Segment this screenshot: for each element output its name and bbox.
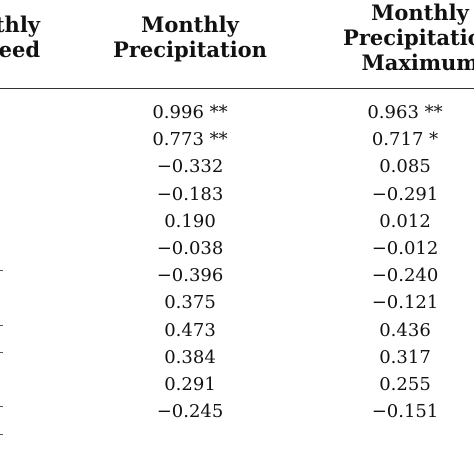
cell-monthly-precipitation-maximum: 0.255 <box>379 373 431 395</box>
cell-monthly-precipitation: 0.190 <box>164 210 216 232</box>
cell-monthly-precipitation: −0.332 <box>156 156 224 178</box>
header-line: nthly <box>0 12 40 37</box>
table-row: 0.190 0.012 <box>0 208 474 235</box>
table-row: −0.038 −0.012 <box>0 235 474 262</box>
cell-monthly-precipitation-maximum: 0.717 * <box>371 129 439 151</box>
header-monthly-precipitation: Monthly Precipitation <box>105 12 275 62</box>
table-body: 0.996 ** 0.963 ** 0.773 ** 0.717 * −0.332 0.0… <box>0 99 474 425</box>
cropped-mark <box>0 406 3 407</box>
cell-monthly-precipitation: 0.384 <box>164 346 216 368</box>
header-line: Monthly <box>141 12 239 37</box>
cell-monthly-precipitation: 0.473 <box>164 319 216 341</box>
cell-monthly-precipitation-maximum: −0.121 <box>371 292 439 314</box>
table-row: −0.245 −0.151 <box>0 398 474 425</box>
cell-monthly-precipitation-maximum: −0.151 <box>371 401 439 423</box>
cell-monthly-precipitation: 0.773 ** <box>152 129 228 151</box>
cell-monthly-precipitation: −0.245 <box>156 401 224 423</box>
table-row: 0.773 ** 0.717 * <box>0 126 474 153</box>
table-row: −0.332 0.085 <box>0 153 474 180</box>
cropped-mark <box>0 270 3 271</box>
table-row: −0.183 −0.291 <box>0 181 474 208</box>
header-monthly-wind-speed: nthly eed <box>0 12 40 62</box>
cell-monthly-precipitation-maximum: 0.963 ** <box>367 102 443 123</box>
table-row: 0.996 ** 0.963 ** <box>0 99 474 126</box>
header-monthly-precipitation-maximum: Monthly Precipitation Maximum <box>330 0 474 75</box>
table-row: −0.396 −0.240 <box>0 262 474 289</box>
cropped-mark <box>0 325 3 326</box>
table-row: 0.473 0.436 <box>0 317 474 344</box>
table-row: 0.291 0.255 <box>0 371 474 398</box>
cell-monthly-precipitation-maximum: 0.317 <box>379 346 431 368</box>
cropped-mark <box>0 352 3 353</box>
header-line: Monthly <box>371 0 469 25</box>
cell-monthly-precipitation: −0.183 <box>156 183 224 205</box>
cell-monthly-precipitation-maximum: −0.240 <box>371 265 439 287</box>
cell-monthly-precipitation: −0.396 <box>156 265 224 287</box>
cropped-mark <box>0 434 3 435</box>
cell-monthly-precipitation-maximum: −0.012 <box>371 237 439 259</box>
header-line: eed <box>0 37 40 62</box>
table-row: 0.375 −0.121 <box>0 289 474 316</box>
cell-monthly-precipitation-maximum: −0.291 <box>371 183 439 205</box>
cell-monthly-precipitation: 0.375 <box>164 292 216 314</box>
cell-monthly-precipitation-maximum: 0.085 <box>379 156 431 178</box>
cell-monthly-precipitation: 0.291 <box>164 373 216 395</box>
cell-monthly-precipitation-maximum: 0.012 <box>379 210 431 232</box>
table-row: 0.384 0.317 <box>0 344 474 371</box>
cell-monthly-precipitation-maximum: 0.436 <box>379 319 431 341</box>
cell-monthly-precipitation: −0.038 <box>156 237 224 259</box>
header-rule <box>0 88 474 89</box>
header-line: Precipitation <box>113 37 267 62</box>
header-line: Precipitation <box>343 25 474 50</box>
header-line: Maximum <box>361 50 474 75</box>
cell-monthly-precipitation: 0.996 ** <box>152 102 228 123</box>
